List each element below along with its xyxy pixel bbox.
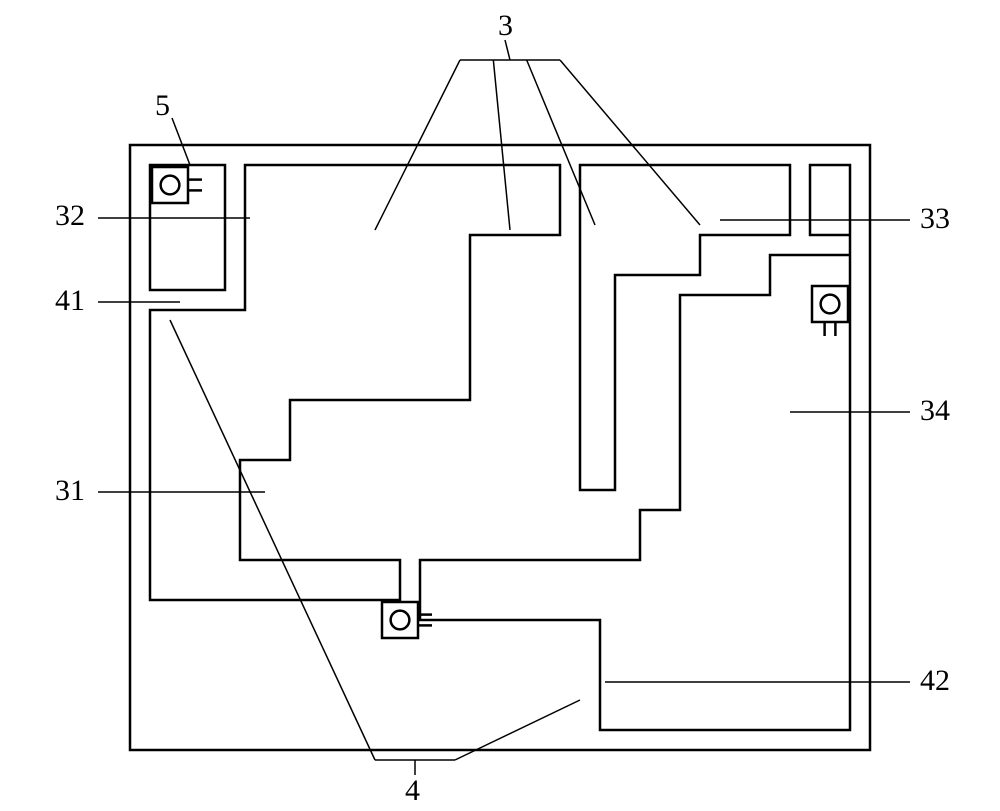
leader-4 [170, 320, 580, 775]
label-33: 33 [920, 202, 950, 235]
label-4: 4 [405, 774, 420, 807]
region-33 [580, 165, 790, 490]
label-42: 42 [920, 664, 950, 697]
label-32: 32 [55, 199, 85, 232]
label-31: 31 [55, 474, 85, 507]
leader-3 [375, 40, 700, 230]
region-34 [420, 165, 850, 730]
region-32 [150, 165, 560, 600]
label-34: 34 [920, 394, 950, 427]
feed-point-top-left [152, 167, 202, 203]
label-3: 3 [498, 9, 513, 42]
feed-point-right [812, 286, 848, 336]
label-41: 41 [55, 284, 85, 317]
leader-l5 [172, 118, 190, 165]
label-5: 5 [155, 89, 170, 122]
